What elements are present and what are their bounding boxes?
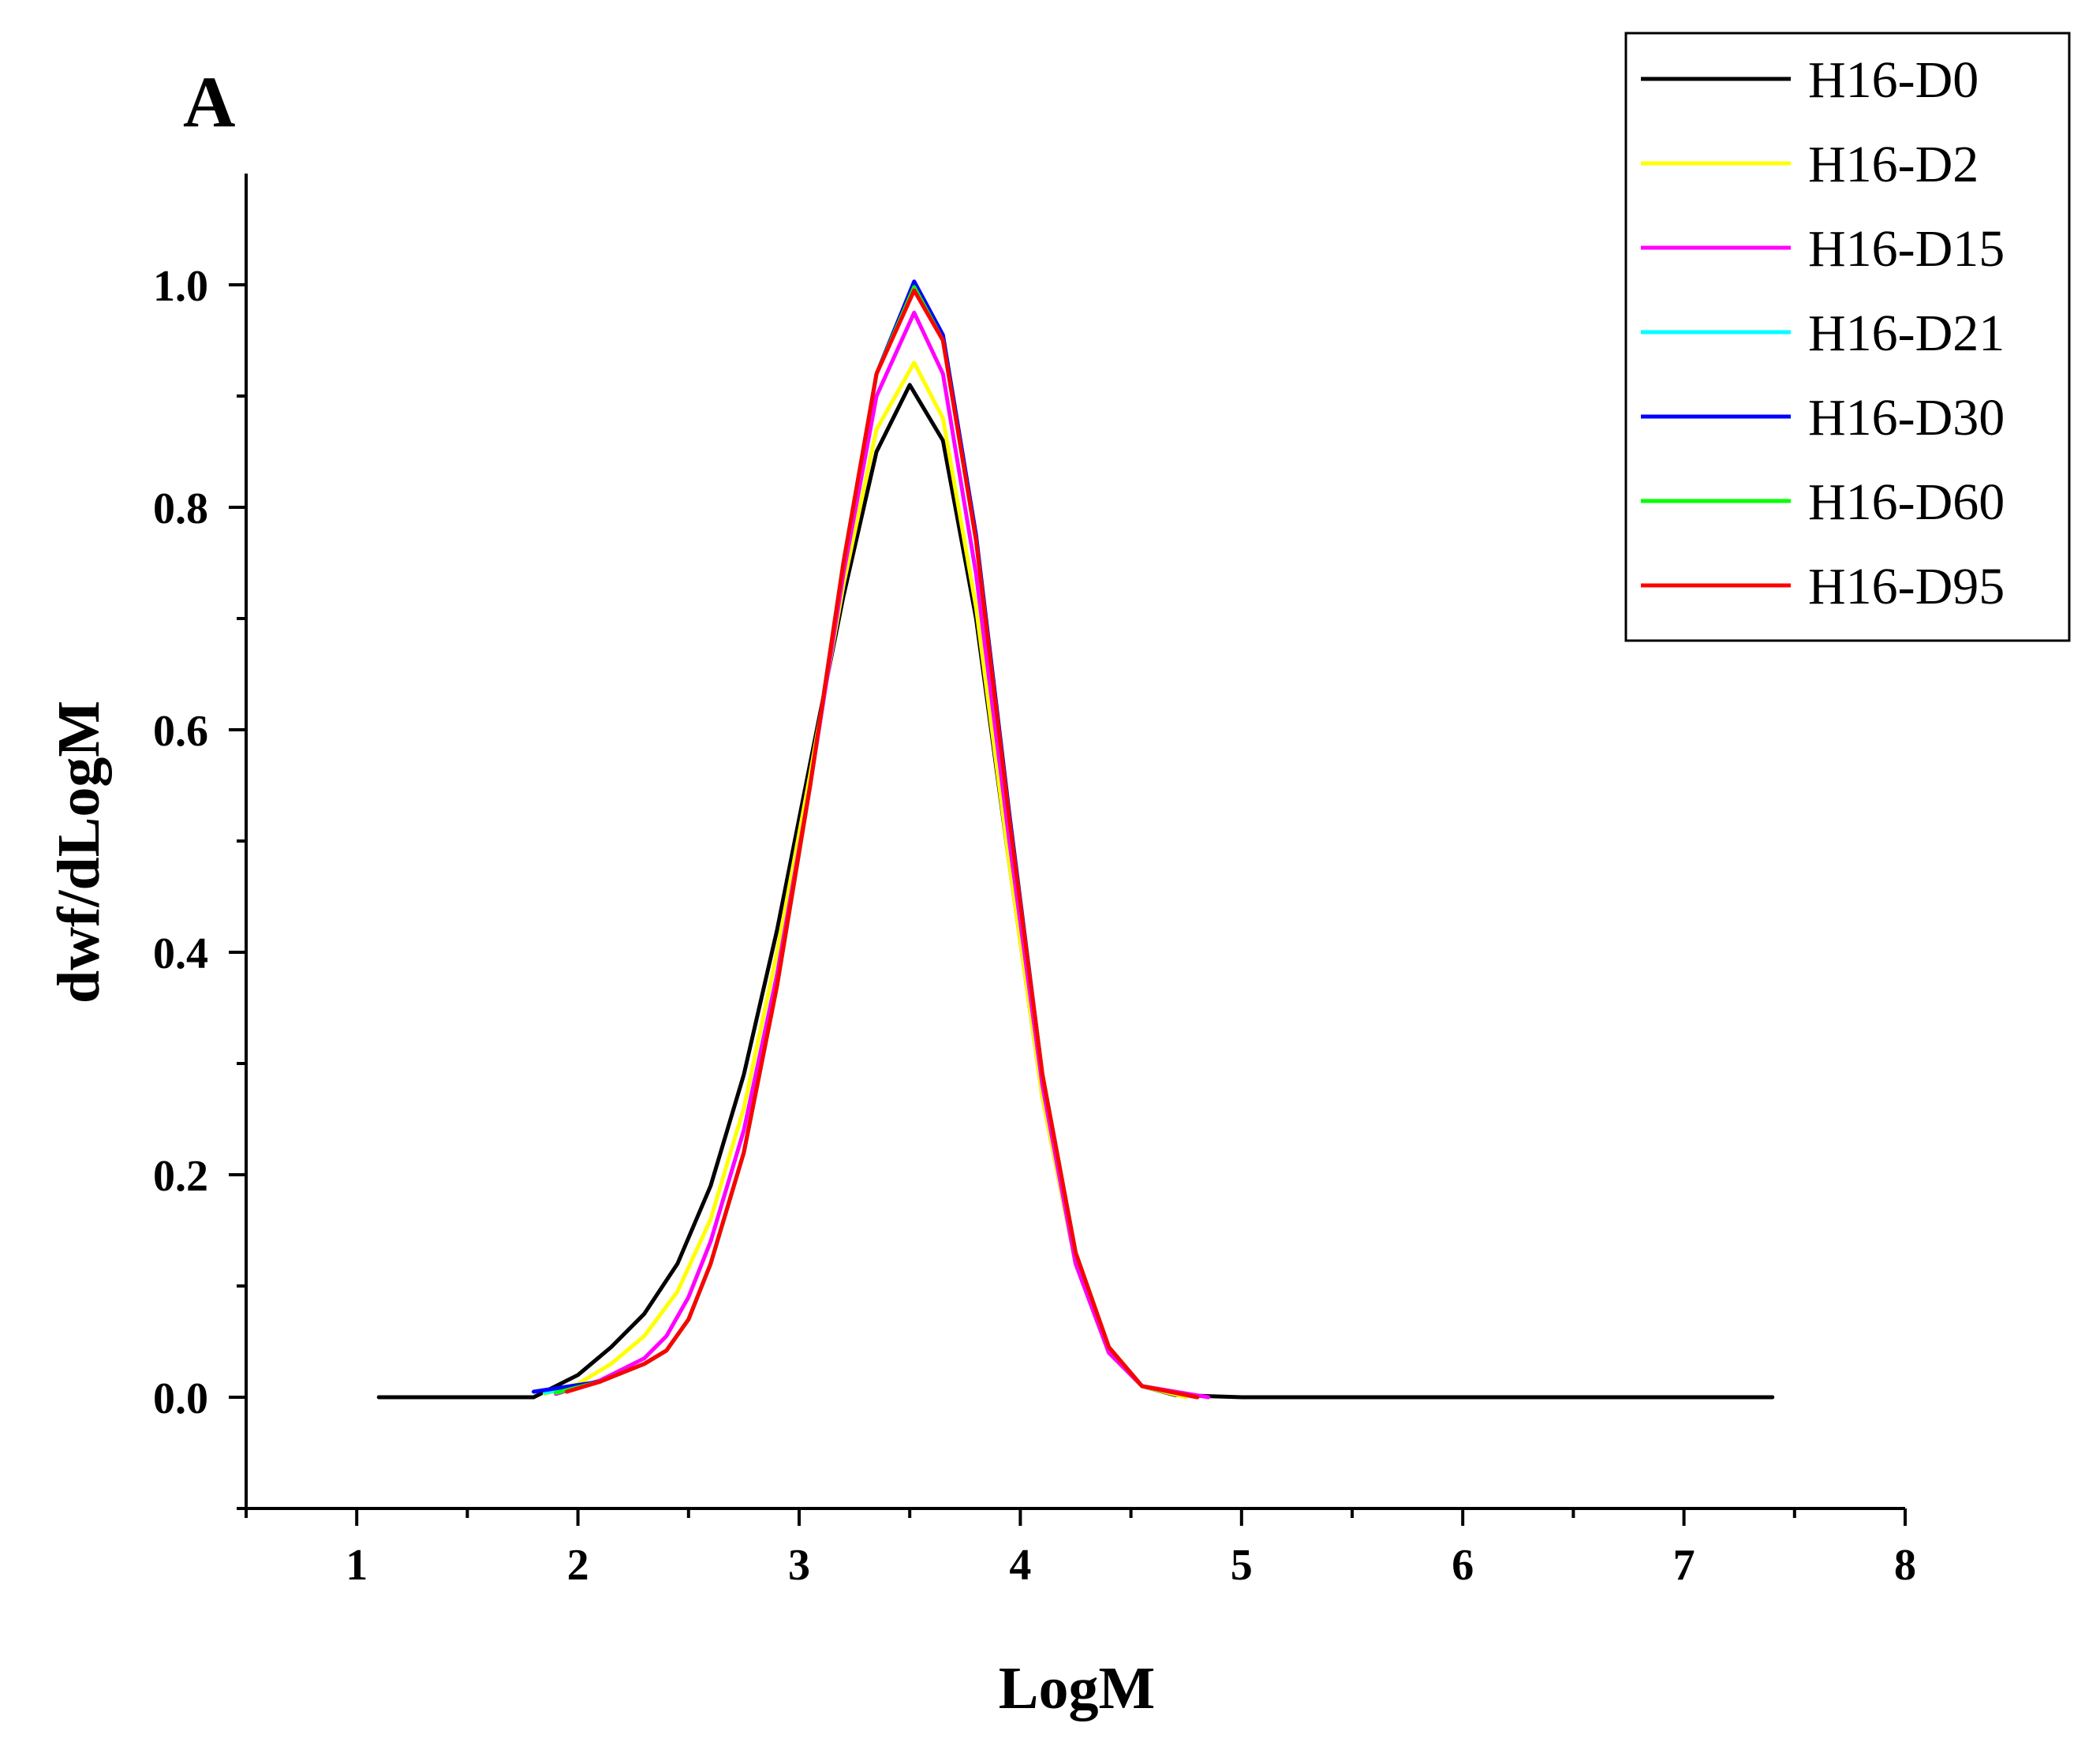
y-tick-label: 1.0 (153, 262, 208, 311)
x-tick-label: 6 (1452, 1541, 1474, 1590)
plot-area: 1 2 3 4 5 6 7 8 0.0 0.2 0.4 0.6 0.8 1.0 (153, 174, 1916, 1590)
x-tick-label: 5 (1231, 1541, 1253, 1590)
y-tick-label: 0.8 (153, 484, 208, 533)
y-tick-label: 0.2 (153, 1152, 208, 1201)
y-ticks: 0.0 0.2 0.4 0.6 0.8 1.0 (153, 262, 246, 1510)
x-ticks: 1 2 3 4 5 6 7 8 (245, 1508, 1916, 1590)
legend-items: H16-D0 H16-D2 H16-D15 H16-D21 H16-D30 H16-D60… (1641, 51, 2005, 615)
legend-label-h16-d30: H16-D30 (1808, 389, 2005, 447)
x-tick-label: 8 (1894, 1541, 1916, 1590)
legend-label-h16-d60: H16-D60 (1808, 473, 2005, 531)
axes-layer: 1 2 3 4 5 6 7 8 0.0 0.2 0.4 0.6 0.8 1.0 (153, 174, 1916, 1590)
x-tick-label: 2 (567, 1541, 589, 1590)
legend-label-h16-d95: H16-D95 (1808, 558, 2005, 615)
y-tick-label: 0.4 (153, 929, 208, 978)
y-axis-title: dwf/dLogM (46, 701, 112, 1004)
legend-label-h16-d21: H16-D21 (1808, 305, 2005, 362)
legend-box (1624, 32, 2071, 642)
series-line-h16-d15 (554, 310, 1211, 1400)
series-layer (376, 279, 1775, 1400)
series-line-h16-d95 (565, 288, 1200, 1400)
legend-label-h16-d0: H16-D0 (1808, 51, 1979, 109)
x-tick-label: 4 (1009, 1541, 1031, 1590)
y-tick-label: 0.6 (153, 707, 208, 756)
x-tick-label: 3 (788, 1541, 810, 1590)
y-tick-label: 0.0 (153, 1374, 208, 1423)
x-axis-title: LogM (999, 1655, 1155, 1721)
legend: H16-D0 H16-D2 H16-D15 H16-D21 H16-D30 H16-D60… (1624, 32, 2071, 642)
panel-label: A (183, 62, 235, 142)
legend-label-h16-d2: H16-D2 (1808, 136, 1979, 193)
x-tick-label: 7 (1673, 1541, 1695, 1590)
legend-label-h16-d15: H16-D15 (1808, 220, 2005, 278)
x-tick-label: 1 (346, 1541, 368, 1590)
